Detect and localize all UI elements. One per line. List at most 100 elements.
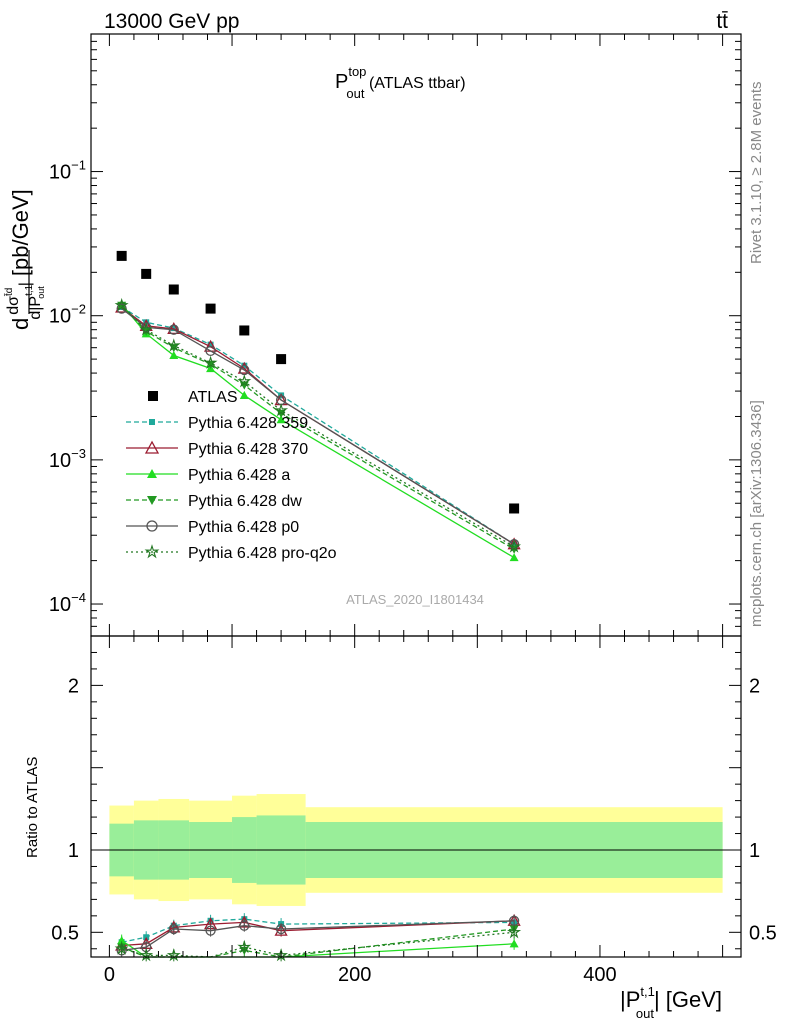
ratio-y-tick-label-right: 0.5	[749, 922, 777, 944]
series-pythia-6-428-a	[117, 299, 519, 562]
data-point	[237, 939, 252, 954]
data-point	[116, 303, 127, 314]
data-point	[144, 440, 160, 454]
rivet-version-label: Rivet 3.1.10, ≥ 2.8M events	[748, 82, 765, 265]
ratio-line	[121, 939, 515, 958]
data-point	[149, 419, 155, 425]
plot-title-main: P	[335, 71, 348, 93]
data-point	[205, 303, 216, 314]
legend-entry: Pythia 6.428 359	[126, 415, 308, 432]
series-pythia-6-428-p0	[116, 303, 520, 550]
legend-label: Pythia 6.428 dw	[188, 493, 302, 510]
series-pythia-6-428-370	[115, 300, 521, 550]
data-point	[116, 250, 127, 261]
ratio-panel-frame	[90, 635, 742, 958]
series-line	[121, 304, 515, 550]
series-line	[121, 304, 515, 548]
data-point	[507, 539, 522, 553]
y-tick-label: 10−3	[49, 446, 86, 472]
legend-label: Pythia 6.428 370	[188, 441, 308, 458]
legend-label: Pythia 6.428 a	[188, 467, 290, 484]
legend-entry: Pythia 6.428 p0	[126, 519, 299, 536]
main-panel-series	[114, 250, 522, 562]
y-axis-label-ratio: Ratio to ATLAS	[24, 757, 41, 858]
data-point	[239, 920, 250, 931]
data-point	[147, 496, 157, 505]
data-point	[207, 341, 214, 348]
legend-label: Pythia 6.428 pro-q2o	[188, 545, 337, 562]
data-point	[141, 268, 152, 279]
header-energy-label: 13000 GeV pp	[104, 10, 239, 33]
series-line	[121, 306, 515, 545]
y-tick-label: 10−1	[49, 158, 86, 184]
axis-ticks: 10−4 10−3 10−2 10−1 0 200 400 0.5 0.5 1 1 2 2	[49, 33, 777, 986]
legend-label: Pythia 6.428 p0	[188, 519, 299, 536]
data-point	[275, 923, 287, 935]
analysis-watermark: ATLAS_2020_I1801434	[346, 592, 484, 607]
data-point	[203, 355, 218, 369]
ratio-line	[121, 920, 515, 947]
plot-title-sub: out	[346, 86, 364, 101]
axes-frames	[90, 33, 742, 958]
ratio-pythia-6-428-p0	[116, 914, 520, 957]
data-point	[170, 325, 177, 332]
x-tick-label: 400	[583, 964, 616, 986]
y-tick-label: 10−2	[49, 302, 86, 328]
series-line	[121, 306, 515, 545]
legend-entry: Pythia 6.428 a	[126, 467, 290, 484]
ratio-y-tick-label-right: 2	[749, 675, 760, 697]
data-point	[114, 297, 129, 312]
plot-title-rest: (ATLAS ttbar)	[365, 75, 466, 92]
data-point	[205, 345, 216, 357]
ratio-panel-series	[114, 913, 522, 962]
data-point	[274, 403, 289, 417]
data-point	[276, 415, 286, 424]
legend-entry: Pythia 6.428 dw	[126, 493, 302, 510]
data-point	[511, 541, 518, 548]
data-point	[276, 354, 287, 365]
legend-label: ATLAS	[188, 389, 238, 406]
y-tick-label: 10−4	[49, 590, 86, 616]
data-point	[147, 469, 157, 478]
ratio-y-tick-label: 2	[68, 675, 79, 697]
legend-label: Pythia 6.428 359	[188, 415, 308, 432]
series-pythia-6-428-dw	[117, 301, 519, 554]
data-point	[205, 925, 216, 936]
series-atlas	[116, 250, 520, 514]
data-point	[144, 544, 160, 559]
legend-entry: Pythia 6.428 pro-q2o	[126, 544, 337, 562]
data-point	[239, 325, 250, 336]
series-line	[121, 303, 515, 559]
data-point	[139, 322, 154, 336]
data-point	[166, 338, 181, 352]
data-point	[169, 350, 179, 360]
data-point	[146, 520, 158, 532]
data-point	[274, 923, 288, 936]
data-point	[239, 390, 249, 400]
plot-title-sup: top	[348, 64, 366, 79]
series-pythia-6-428-359	[118, 303, 518, 548]
x-tick-label: 200	[338, 964, 371, 986]
data-point	[148, 391, 158, 401]
ratio-y-tick-label-right: 1	[749, 840, 760, 862]
ratio-y-tick-label: 1	[68, 840, 79, 862]
data-point	[117, 936, 127, 945]
series-line	[121, 308, 515, 545]
data-point	[114, 941, 129, 955]
data-point	[507, 924, 522, 939]
x-tick-label: 0	[104, 964, 115, 986]
data-point	[168, 923, 179, 935]
data-point	[237, 374, 252, 388]
data-point	[167, 322, 181, 335]
ratio-uncertainty-bands	[91, 794, 741, 906]
ratio-y-tick-label: 0.5	[51, 922, 79, 944]
legend: ATLAS Pythia 6.428 359 Pythia 6.428 370 Pyt…	[126, 389, 337, 562]
data-point	[509, 939, 519, 948]
legend-entry: ATLAS	[148, 389, 238, 406]
header-process-label: tt̄	[716, 10, 728, 33]
mcplots-label: mcplots.cern.ch [arXiv:1306.3436]	[748, 400, 765, 627]
series-pythia-6-428-pro-q2o	[114, 297, 522, 553]
